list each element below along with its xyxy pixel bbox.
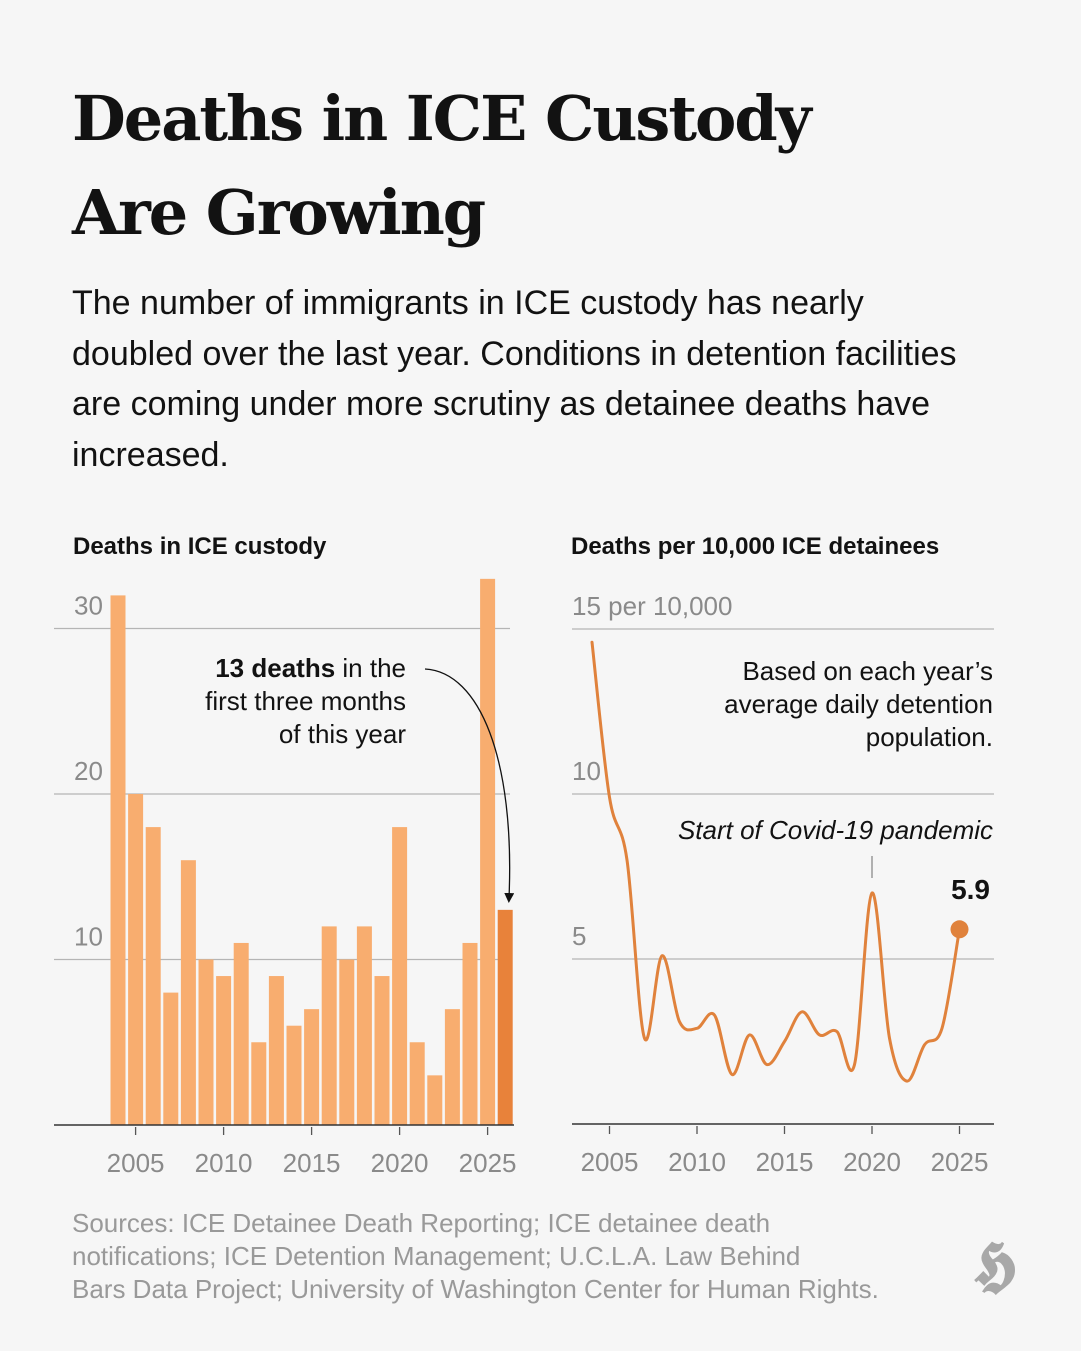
bar-annotation-rest: in the [335, 653, 406, 683]
bar-2010 [216, 976, 232, 1125]
bar-x-tick-label: 2005 [107, 1148, 165, 1178]
bar-annotation-line-1: 13 deaths in the [215, 653, 406, 683]
bar-x-tick-label: 2020 [371, 1148, 429, 1178]
bar-2023 [444, 1009, 460, 1125]
bar-2019 [374, 976, 390, 1125]
bar-2015 [304, 1009, 320, 1125]
bar-2026 [497, 909, 513, 1125]
sources-line-2: notifications; ICE Detention Management;… [72, 1241, 801, 1271]
bar-2014 [286, 1025, 302, 1125]
bar-x-tick-label: 2025 [459, 1148, 517, 1178]
bar-2006 [145, 827, 161, 1125]
bar-2008 [180, 860, 196, 1125]
bar-2004 [110, 595, 126, 1125]
bar-x-tick-label: 2015 [283, 1148, 341, 1178]
subtitle: The number of immigrants in ICE custody … [72, 284, 957, 474]
bar-chart-title: Deaths in ICE custody [73, 533, 327, 560]
title-line-1: Deaths in ICE Custody [72, 82, 812, 155]
bar-2024 [462, 942, 478, 1125]
bar-annotation-line-3: of this year [279, 719, 407, 749]
bar-2022 [427, 1075, 443, 1125]
bar-2011 [233, 942, 249, 1125]
bar-y-tick-label: 10 [74, 922, 103, 952]
bar-2013 [268, 976, 284, 1125]
sources-line-3: Bars Data Project; University of Washing… [72, 1274, 879, 1304]
sources-note: Sources: ICE Detainee Death Reporting; I… [72, 1207, 952, 1306]
bar-2009 [198, 959, 214, 1125]
bar-y-tick-label: 30 [74, 591, 103, 621]
bar-annotation-bold: 13 deaths [215, 653, 335, 683]
title-line-2: Are Growing [72, 176, 486, 249]
bar-2016 [321, 926, 337, 1125]
bar-2007 [163, 992, 179, 1125]
bar-2005 [128, 794, 144, 1125]
bar-x-tick-label: 2010 [195, 1148, 253, 1178]
line-chart-title: Deaths per 10,000 ICE detainees [571, 533, 940, 560]
bar-2025 [480, 578, 496, 1125]
bar-2018 [356, 926, 372, 1125]
bar-annotation-line-2: first three months [205, 686, 406, 716]
bar-2020 [392, 827, 408, 1125]
nyt-logo-icon: 𝕳 [973, 1229, 1017, 1299]
sources-line-1: Sources: ICE Detainee Death Reporting; I… [72, 1208, 771, 1238]
bar-2012 [251, 1042, 267, 1125]
annotation-arrow [424, 668, 515, 903]
bar-2021 [409, 1042, 425, 1125]
page-title: Deaths in ICE Custody Are Growing [72, 72, 972, 260]
bar-2017 [339, 959, 355, 1125]
bar-y-tick-label: 20 [74, 756, 103, 786]
